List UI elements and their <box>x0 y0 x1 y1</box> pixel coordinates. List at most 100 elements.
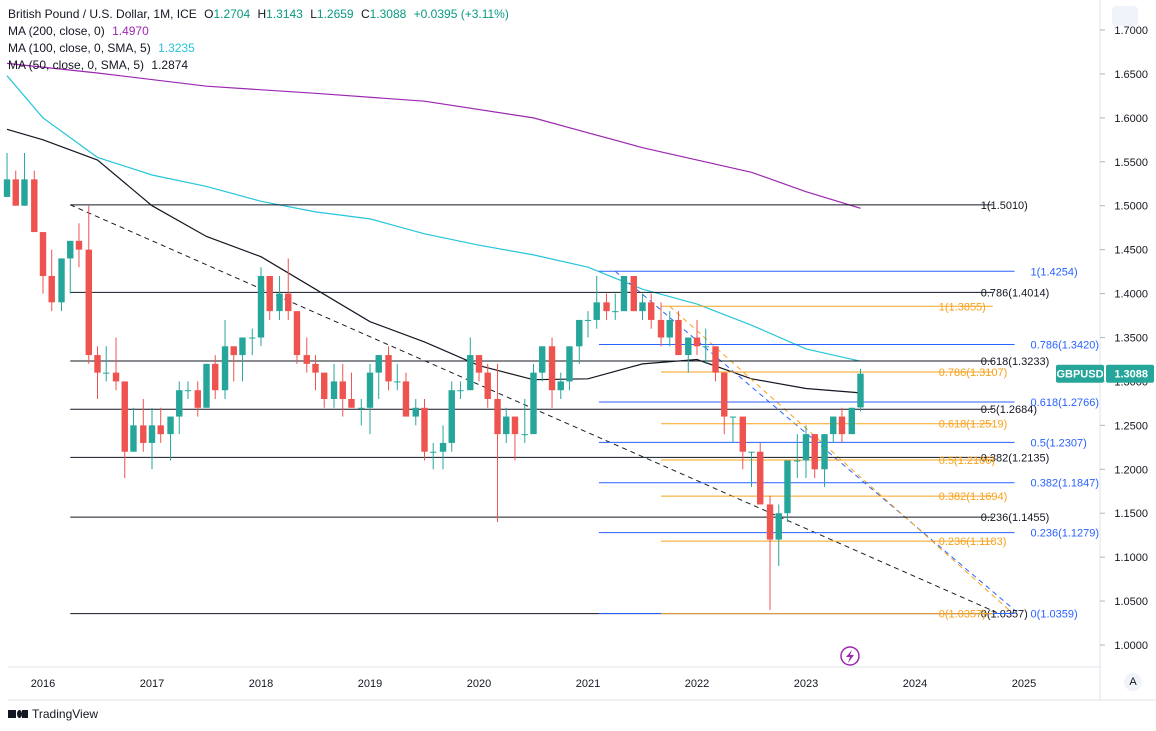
candle-body[interactable] <box>31 179 38 233</box>
candle-body[interactable] <box>321 372 328 399</box>
candle-body[interactable] <box>685 337 692 356</box>
ma-line-ma100[interactable] <box>6 75 861 362</box>
candle-body[interactable] <box>39 232 47 276</box>
candle-body[interactable] <box>239 337 246 356</box>
indicator-ma100[interactable]: MA (100, close, 0, SMA, 5) 1.3235 <box>8 40 509 57</box>
candle-body[interactable] <box>802 434 810 461</box>
candle-body[interactable] <box>848 407 855 435</box>
candle-body[interactable] <box>157 425 164 435</box>
candle-body[interactable] <box>484 372 491 399</box>
scale-settings-button[interactable] <box>1112 6 1138 26</box>
candle-body[interactable] <box>666 319 673 338</box>
candle-body[interactable] <box>358 407 365 409</box>
candle-body[interactable] <box>576 319 583 347</box>
candle-body[interactable] <box>303 355 310 364</box>
candle-body[interactable] <box>103 372 110 374</box>
candle-body[interactable] <box>348 399 355 408</box>
candle-body[interactable] <box>503 416 510 435</box>
candle-body[interactable] <box>648 302 655 320</box>
candle-body[interactable] <box>112 372 120 382</box>
candle-body[interactable] <box>330 381 338 399</box>
candle-body[interactable] <box>176 390 183 417</box>
current-price-badge[interactable]: GBPUSD 1.3088 <box>1056 364 1154 383</box>
candle-body[interactable] <box>448 390 455 443</box>
candle-body[interactable] <box>457 390 464 392</box>
candle-body[interactable] <box>366 372 374 408</box>
candle-body[interactable] <box>221 346 229 391</box>
candle-body[interactable] <box>748 451 755 453</box>
candle-body[interactable] <box>394 381 401 383</box>
candle-body[interactable] <box>821 434 828 470</box>
candle-body[interactable] <box>339 381 346 399</box>
auto-scale-button[interactable]: A <box>1124 673 1142 691</box>
candle-body[interactable] <box>21 179 28 206</box>
candle-body[interactable] <box>693 337 701 347</box>
candle-body[interactable] <box>312 363 319 373</box>
candle-body[interactable] <box>230 346 237 356</box>
candle-body[interactable] <box>402 381 410 417</box>
candle-body[interactable] <box>375 355 382 373</box>
candle-body[interactable] <box>285 293 292 312</box>
candle-body[interactable] <box>521 434 528 436</box>
candle-body[interactable] <box>630 276 637 312</box>
candle-body[interactable] <box>729 416 737 418</box>
candle-body[interactable] <box>775 513 782 540</box>
candle-body[interactable] <box>639 302 646 312</box>
candle-body[interactable] <box>266 276 273 312</box>
candle-body[interactable] <box>94 355 101 373</box>
candle-body[interactable] <box>430 451 437 453</box>
candle-body[interactable] <box>702 346 709 348</box>
candle-body[interactable] <box>620 276 628 312</box>
candle-body[interactable] <box>421 407 428 452</box>
candle-body[interactable] <box>757 451 764 505</box>
candle-body[interactable] <box>766 504 774 540</box>
tradingview-logo[interactable]: TradingView <box>8 707 98 721</box>
candle-body[interactable] <box>85 249 92 356</box>
candle-body[interactable] <box>712 346 719 373</box>
indicator-ma200[interactable]: MA (200, close, 0) 1.4970 <box>8 23 509 40</box>
candle-body[interactable] <box>167 416 174 435</box>
candle-body[interactable] <box>293 311 301 356</box>
candle-body[interactable] <box>3 179 11 197</box>
candle-body[interactable] <box>511 416 519 435</box>
candle-body[interactable] <box>675 319 682 356</box>
symbol-title[interactable]: British Pound / U.S. Dollar, 1M, ICE <box>8 7 197 21</box>
candle-body[interactable] <box>612 311 619 313</box>
candle-body[interactable] <box>566 346 573 382</box>
candle-body[interactable] <box>12 179 19 206</box>
candle-body[interactable] <box>584 319 592 321</box>
candle-body[interactable] <box>603 302 610 312</box>
candle-body[interactable] <box>830 416 837 435</box>
candle-body[interactable] <box>148 425 156 443</box>
candle-body[interactable] <box>539 346 546 373</box>
candle-body[interactable] <box>857 373 864 408</box>
candle-body[interactable] <box>557 381 564 391</box>
candle-body[interactable] <box>130 425 137 452</box>
candle-body[interactable] <box>257 276 265 338</box>
candle-body[interactable] <box>184 390 192 392</box>
candle-body[interactable] <box>811 434 818 470</box>
candle-body[interactable] <box>67 240 74 259</box>
candle-body[interactable] <box>58 258 65 303</box>
candle-body[interactable] <box>412 407 419 417</box>
candle-body[interactable] <box>48 276 55 303</box>
trendline-2[interactable] <box>669 305 1014 615</box>
candle-body[interactable] <box>794 460 801 462</box>
candle-body[interactable] <box>140 425 147 443</box>
candle-body[interactable] <box>593 302 600 320</box>
candle-body[interactable] <box>475 355 483 373</box>
candle-body[interactable] <box>249 337 256 339</box>
candle-body[interactable] <box>657 319 665 338</box>
candle-body[interactable] <box>194 390 201 408</box>
candle-body[interactable] <box>276 293 283 312</box>
candle-body[interactable] <box>494 399 501 435</box>
candle-body[interactable] <box>121 381 128 452</box>
candle-body[interactable] <box>203 363 210 408</box>
candle-body[interactable] <box>721 372 728 417</box>
candle-body[interactable] <box>385 355 392 382</box>
ma-line-ma200[interactable] <box>6 62 861 209</box>
candle-body[interactable] <box>548 346 556 391</box>
candle-body[interactable] <box>739 416 746 452</box>
candle-body[interactable] <box>784 460 791 514</box>
